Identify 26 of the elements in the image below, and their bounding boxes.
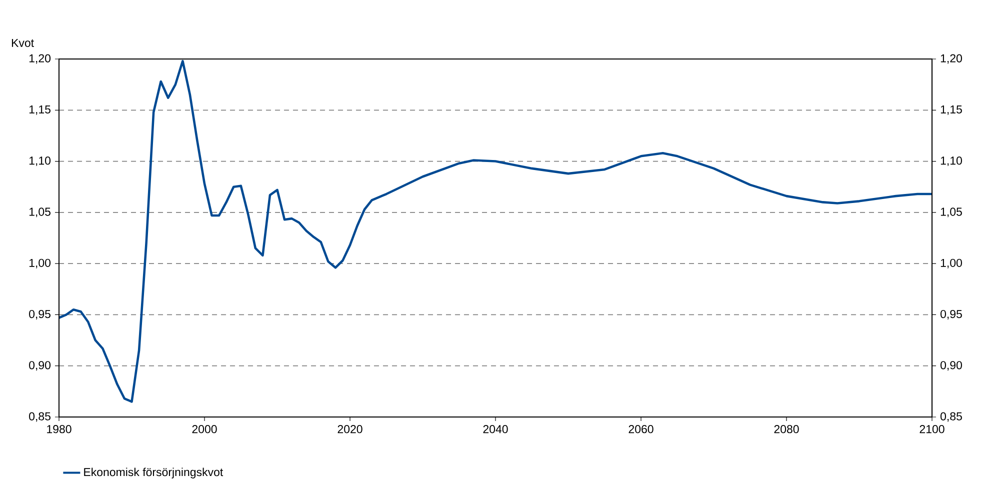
- x-tick-label: 2060: [628, 425, 654, 434]
- y2-tick-label: 0,90: [940, 361, 962, 371]
- y2-tick-label: 1,00: [940, 258, 962, 268]
- y2-tick-label: 1,15: [940, 105, 962, 115]
- y-tick-label: 1,10: [29, 156, 51, 166]
- y-axis-title: Kvot: [12, 38, 34, 47]
- y-tick-label: 0,95: [29, 310, 50, 320]
- x-tick-label: 2100: [920, 425, 944, 434]
- y-tick-label: 0,90: [29, 361, 51, 371]
- y-tick-label: 1,05: [29, 208, 50, 218]
- y-tick-label: 0,85: [29, 412, 50, 422]
- x-tick-label: 2080: [774, 425, 799, 434]
- x-tick-label: 2040: [483, 425, 508, 434]
- y-tick-label: 1,15: [29, 105, 50, 115]
- y2-tick-label: 1,10: [940, 156, 962, 166]
- line-series: [59, 60, 932, 403]
- y2-tick-label: 1,05: [940, 208, 962, 218]
- legend-label: Ekonomisk försörjningskvot: [84, 468, 224, 478]
- y-tick-label: 1,20: [29, 54, 51, 64]
- x-tick-label: 2020: [338, 425, 362, 434]
- x-tick-label: 1980: [47, 425, 72, 434]
- y-tick-label: 1,00: [29, 258, 51, 268]
- y2-tick-label: 1,20: [940, 54, 962, 64]
- x-tick-label: 2000: [192, 425, 217, 434]
- y2-tick-label: 0,85: [940, 412, 962, 422]
- y2-tick-label: 0,95: [940, 310, 962, 320]
